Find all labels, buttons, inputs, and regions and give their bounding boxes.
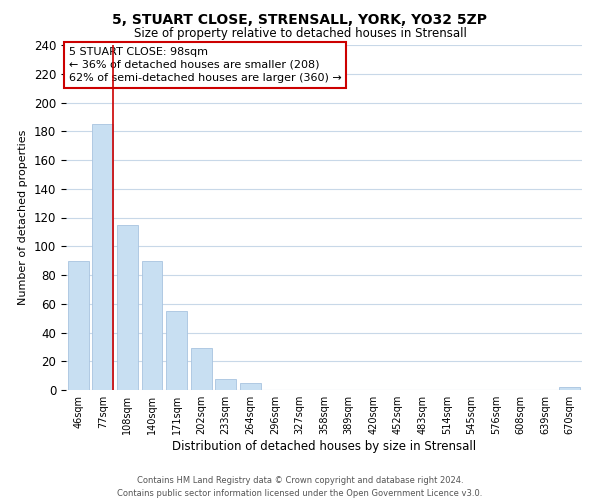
Bar xyxy=(191,348,212,390)
Bar xyxy=(240,383,261,390)
Text: 5 STUART CLOSE: 98sqm
← 36% of detached houses are smaller (208)
62% of semi-det: 5 STUART CLOSE: 98sqm ← 36% of detached … xyxy=(68,46,341,83)
X-axis label: Distribution of detached houses by size in Strensall: Distribution of detached houses by size … xyxy=(172,440,476,453)
Bar xyxy=(68,260,89,390)
Text: Size of property relative to detached houses in Strensall: Size of property relative to detached ho… xyxy=(134,28,466,40)
Text: 5, STUART CLOSE, STRENSALL, YORK, YO32 5ZP: 5, STUART CLOSE, STRENSALL, YORK, YO32 5… xyxy=(113,12,487,26)
Bar xyxy=(559,387,580,390)
Bar xyxy=(215,378,236,390)
Bar xyxy=(142,260,163,390)
Text: Contains HM Land Registry data © Crown copyright and database right 2024.
Contai: Contains HM Land Registry data © Crown c… xyxy=(118,476,482,498)
Y-axis label: Number of detached properties: Number of detached properties xyxy=(19,130,28,305)
Bar xyxy=(166,311,187,390)
Bar xyxy=(92,124,113,390)
Bar xyxy=(117,224,138,390)
